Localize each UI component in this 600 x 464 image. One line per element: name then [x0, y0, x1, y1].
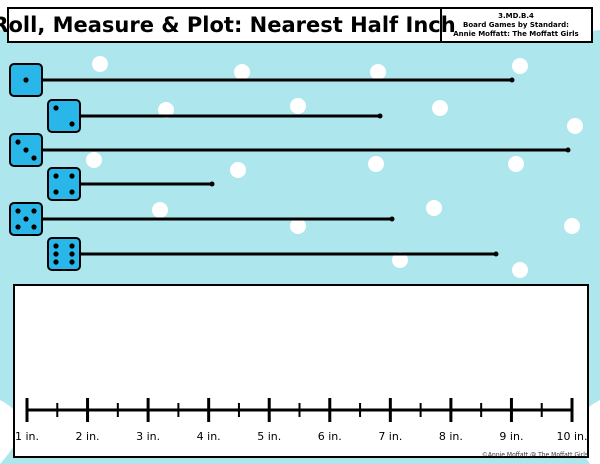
die-pip — [53, 251, 59, 257]
ruler-label: 9 in. — [499, 430, 523, 443]
die — [9, 202, 43, 236]
die — [47, 167, 81, 201]
die-pip — [53, 243, 59, 249]
ruler-label: 4 in. — [197, 430, 221, 443]
ruler-label: 5 in. — [257, 430, 281, 443]
die-pip — [53, 259, 59, 265]
line-end — [509, 77, 515, 83]
ruler-label: 8 in. — [439, 430, 463, 443]
line-end — [565, 147, 571, 153]
title: Roll, Measure & Plot: Nearest Half Inch — [0, 13, 456, 37]
die-face — [47, 237, 81, 271]
snow-dot — [158, 102, 174, 118]
line-end — [493, 251, 499, 257]
die-pip — [53, 173, 59, 179]
snow-dot — [432, 100, 448, 116]
snow-dot — [290, 98, 306, 114]
die — [47, 237, 81, 271]
die-pip — [53, 189, 59, 195]
die-pip — [53, 105, 59, 111]
snow-dot — [152, 202, 168, 218]
ruler-label: 7 in. — [378, 430, 402, 443]
plot-area — [13, 284, 589, 458]
snow-dot — [370, 64, 386, 80]
die-pip — [69, 121, 75, 127]
copyright: ©Annie Moffatt @ The Moffatt Girls — [482, 452, 588, 459]
snow-dot — [230, 162, 246, 178]
die-pip — [69, 173, 75, 179]
header-box — [7, 7, 593, 43]
die-pip — [69, 243, 75, 249]
die-face — [47, 167, 81, 201]
snow-dots — [86, 56, 583, 278]
snow-dot — [290, 218, 306, 234]
snow-dot — [234, 64, 250, 80]
die-face — [47, 99, 81, 133]
die-pip — [31, 208, 37, 214]
snow-dot — [86, 152, 102, 168]
snow-dot — [368, 156, 384, 172]
standard-author: Annie Moffatt: The Moffatt Girls — [453, 30, 578, 38]
die-pip — [15, 208, 21, 214]
snow-dot — [392, 252, 408, 268]
line-end — [209, 181, 215, 187]
die-pip — [31, 155, 37, 161]
standard-series: Board Games by Standard: — [463, 21, 569, 29]
ruler-label: 1 in. — [15, 430, 39, 443]
die — [47, 99, 81, 133]
snow-dot — [508, 156, 524, 172]
die — [9, 133, 43, 167]
die-pip — [15, 224, 21, 230]
ruler-label: 3 in. — [136, 430, 160, 443]
die-pip — [31, 224, 37, 230]
die-pip — [69, 251, 75, 257]
snow-dot — [512, 262, 528, 278]
line-end — [389, 216, 395, 222]
die-pip — [23, 147, 29, 153]
line-end — [377, 113, 383, 119]
snow-dot — [564, 218, 580, 234]
snow-dot — [92, 56, 108, 72]
die-pip — [15, 139, 21, 145]
standard-code: 3.MD.B.4 — [498, 12, 534, 20]
die — [9, 63, 43, 97]
die-pip — [69, 189, 75, 195]
ruler-label: 2 in. — [76, 430, 100, 443]
snow-dot — [512, 58, 528, 74]
die-pip — [23, 216, 29, 222]
die-pip — [69, 259, 75, 265]
ruler-label: 10 in. — [556, 430, 587, 443]
ruler-label: 6 in. — [318, 430, 342, 443]
die-pip — [23, 77, 29, 83]
snow-dot — [567, 118, 583, 134]
snow-dot — [426, 200, 442, 216]
